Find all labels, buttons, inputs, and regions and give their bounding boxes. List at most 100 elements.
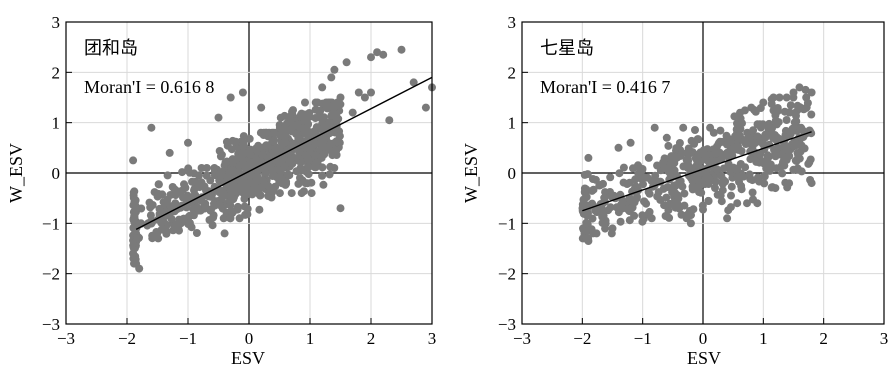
left-point-810 bbox=[333, 136, 342, 145]
left-point-830 bbox=[397, 45, 406, 54]
right-point-437 bbox=[807, 110, 816, 119]
left-point-420 bbox=[240, 190, 249, 199]
left-point-841 bbox=[330, 65, 339, 74]
left-point-171 bbox=[191, 196, 200, 205]
left-point-271 bbox=[255, 205, 264, 214]
right-point-558 bbox=[797, 141, 806, 150]
left-ytick-label-1: −2 bbox=[42, 265, 60, 284]
left-xlabel: ESV bbox=[231, 348, 265, 368]
right-panel: −3 −2 −1 0 1 2 3 −3 −2 −1 0 1 2 3 七星岛 Moran'I = 0.416… bbox=[461, 13, 888, 368]
left-grid bbox=[66, 22, 432, 324]
left-point-850 bbox=[257, 103, 266, 112]
right-point-577 bbox=[626, 138, 635, 147]
right-point-129 bbox=[607, 192, 616, 201]
right-point-340 bbox=[666, 199, 675, 208]
right-point-562 bbox=[787, 140, 796, 149]
left-point-53 bbox=[130, 213, 139, 222]
right-point-348 bbox=[694, 150, 703, 159]
right-ytick-label-2: −1 bbox=[498, 214, 516, 233]
left-ylabel: W_ESV bbox=[6, 143, 26, 203]
right-point-104 bbox=[623, 180, 632, 188]
right-annotation-moran: Moran'I = 0.416 7 bbox=[540, 77, 670, 97]
right-point-344 bbox=[704, 180, 713, 188]
left-point-760 bbox=[315, 106, 324, 115]
right-point-584 bbox=[584, 237, 593, 245]
left-point-478 bbox=[239, 138, 248, 147]
right-point-554 bbox=[771, 116, 780, 125]
right-point-553 bbox=[741, 163, 750, 172]
left-point-812 bbox=[298, 124, 307, 133]
right-point-466 bbox=[785, 179, 794, 188]
right-point-301 bbox=[672, 181, 680, 190]
left-point-786 bbox=[293, 130, 302, 139]
right-point-396 bbox=[782, 93, 791, 102]
left-point-849 bbox=[214, 113, 223, 122]
left-point-697 bbox=[311, 114, 320, 122]
left-point-201 bbox=[193, 203, 202, 212]
left-point-817 bbox=[304, 163, 313, 171]
right-point-578 bbox=[614, 143, 623, 152]
right-point-328 bbox=[677, 210, 686, 219]
left-point-845 bbox=[336, 93, 345, 102]
left-point-57 bbox=[131, 196, 140, 205]
left-point-189 bbox=[133, 234, 142, 243]
right-point-304 bbox=[699, 205, 707, 214]
left-point-859 bbox=[129, 249, 138, 258]
left-point-520 bbox=[224, 172, 232, 181]
right-point-568 bbox=[761, 130, 770, 139]
left-point-475 bbox=[269, 136, 278, 145]
left-point-734 bbox=[275, 189, 284, 198]
left-point-484 bbox=[264, 192, 273, 200]
right-point-520 bbox=[733, 165, 742, 174]
left-point-454 bbox=[229, 207, 238, 216]
right-point-483 bbox=[775, 135, 784, 143]
right-ytick-label-3: 0 bbox=[508, 164, 517, 183]
left-ytick-label-5: 2 bbox=[52, 63, 61, 82]
right-point-105 bbox=[592, 229, 601, 238]
right-point-31 bbox=[580, 188, 589, 197]
right-point-80 bbox=[616, 217, 625, 226]
left-point-481 bbox=[250, 157, 259, 166]
right-point-528 bbox=[753, 120, 762, 129]
right-point-111 bbox=[640, 197, 649, 206]
right-point-193 bbox=[706, 123, 715, 132]
left-point-143 bbox=[197, 164, 206, 172]
right-point-274 bbox=[647, 176, 656, 185]
left-point-519 bbox=[218, 204, 227, 213]
right-point-312 bbox=[675, 139, 684, 147]
left-point-338 bbox=[254, 141, 263, 150]
right-point-576 bbox=[650, 123, 659, 132]
right-point-338 bbox=[701, 151, 710, 160]
left-point-844 bbox=[354, 88, 363, 97]
left-point-856 bbox=[287, 189, 296, 198]
left-point-854 bbox=[129, 156, 138, 165]
right-point-86 bbox=[619, 163, 628, 172]
right-point-250 bbox=[687, 136, 696, 145]
right-point-569 bbox=[772, 164, 781, 173]
right-point-288 bbox=[645, 189, 654, 198]
left-point-832 bbox=[379, 50, 388, 59]
left-fit-line bbox=[135, 76, 433, 230]
right-point-574 bbox=[759, 98, 768, 107]
left-point-505 bbox=[258, 176, 267, 185]
left-point-209 bbox=[160, 212, 169, 221]
right-point-493 bbox=[778, 169, 787, 178]
right-point-335 bbox=[660, 164, 669, 173]
left-point-857 bbox=[220, 229, 229, 238]
right-point-345 bbox=[688, 185, 697, 194]
left-point-805 bbox=[301, 98, 309, 107]
left-point-765 bbox=[332, 146, 341, 155]
left-panel: −3 −2 −1 0 1 2 3 −3 −2 −1 0 1 2 3 团和岛 Moran'I = 0.616… bbox=[6, 13, 436, 368]
left-point-721 bbox=[325, 170, 334, 179]
left-point-529 bbox=[226, 214, 235, 223]
left-point-191 bbox=[171, 191, 180, 200]
right-point-451 bbox=[735, 177, 743, 186]
right-point-295 bbox=[661, 212, 670, 220]
right-ticks: −3 −2 −1 0 1 2 3 −3 −2 −1 0 1 2 3 bbox=[498, 13, 888, 348]
left-point-446 bbox=[216, 152, 225, 161]
left-ytick-label-2: −1 bbox=[42, 214, 60, 233]
left-point-785 bbox=[319, 137, 328, 146]
left-point-851 bbox=[147, 123, 156, 132]
left-point-675 bbox=[318, 163, 327, 172]
right-xtick-label-1: −2 bbox=[573, 329, 591, 348]
